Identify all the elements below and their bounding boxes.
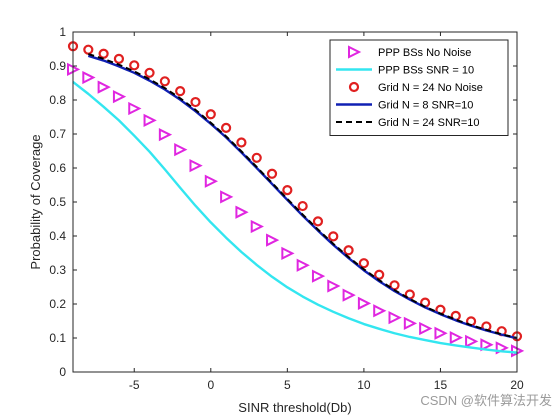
data-point bbox=[373, 304, 387, 318]
data-point bbox=[144, 67, 155, 78]
data-point bbox=[112, 89, 127, 104]
legend-label: PPP BSs SNR = 10 bbox=[378, 65, 474, 77]
y-tick-label: 1 bbox=[59, 25, 66, 39]
legend: PPP BSs No Noise PPP BSs SNR = 10 Grid N =… bbox=[329, 39, 509, 136]
legend-swatch bbox=[348, 45, 362, 59]
data-point bbox=[281, 246, 295, 260]
data-point bbox=[113, 53, 125, 64]
data-point bbox=[388, 310, 402, 325]
data-point bbox=[311, 269, 326, 283]
data-point bbox=[327, 279, 341, 293]
data-point bbox=[220, 190, 234, 204]
y-tick-label: 0 bbox=[59, 365, 66, 379]
x-tick-label: -5 bbox=[129, 378, 140, 392]
legend-swatch bbox=[348, 81, 360, 93]
series-2 bbox=[72, 81, 518, 354]
data-point bbox=[358, 258, 369, 269]
legend-label: Grid N = 24 SNR=10 bbox=[378, 117, 480, 129]
x-tick-label: 15 bbox=[434, 378, 448, 392]
data-point bbox=[83, 44, 94, 55]
data-point bbox=[403, 316, 418, 330]
data-point bbox=[97, 80, 111, 94]
x-tick-label: 10 bbox=[357, 378, 371, 392]
series-5 bbox=[88, 53, 518, 339]
data-point bbox=[449, 331, 463, 345]
data-point bbox=[158, 128, 173, 142]
y-tick-label: 0.9 bbox=[49, 59, 66, 73]
x-tick-label: 5 bbox=[284, 378, 291, 392]
data-point bbox=[235, 205, 249, 219]
data-point bbox=[357, 296, 372, 310]
y-tick-label: 0.4 bbox=[49, 229, 66, 243]
data-point bbox=[143, 113, 157, 128]
y-tick-label: 0.2 bbox=[49, 297, 66, 311]
series-layer bbox=[67, 41, 525, 358]
data-point bbox=[266, 168, 278, 179]
data-point bbox=[189, 159, 203, 173]
x-axis-label: SINR threshold(Db) bbox=[238, 400, 351, 415]
y-tick-label: 0.1 bbox=[49, 331, 66, 345]
legend-label: Grid N = 24 No Noise bbox=[378, 82, 483, 94]
data-point bbox=[174, 143, 188, 157]
data-point bbox=[175, 86, 186, 97]
series-line bbox=[88, 53, 518, 339]
data-point bbox=[465, 334, 479, 349]
x-tick-label: 20 bbox=[510, 378, 524, 392]
data-point bbox=[221, 122, 232, 133]
data-point bbox=[342, 288, 356, 302]
data-point bbox=[205, 109, 216, 120]
watermark-text: CSDN @软件算法开发 bbox=[420, 393, 552, 408]
data-point bbox=[374, 269, 385, 280]
data-point bbox=[266, 233, 280, 247]
series-line bbox=[72, 81, 518, 354]
data-point bbox=[82, 70, 96, 85]
y-tick-label: 0.3 bbox=[49, 263, 66, 277]
series-1 bbox=[67, 62, 525, 358]
data-point bbox=[129, 60, 140, 71]
data-point bbox=[251, 152, 262, 163]
y-tick-label: 0.7 bbox=[49, 127, 66, 141]
y-tick-label: 0.6 bbox=[49, 161, 66, 175]
legend-entry: PPP BSs No Noise bbox=[348, 45, 471, 59]
ticks-layer: -5 0 5 10 15 20 0 0.1 0.2 0.3 0.4 0.5 0.6 0.7 0.8 0.9 1 bbox=[49, 25, 524, 392]
data-point bbox=[343, 245, 354, 256]
legend-box bbox=[329, 39, 509, 136]
data-point bbox=[312, 216, 324, 227]
data-point bbox=[190, 96, 201, 108]
legend-label: Grid N = 8 SNR=10 bbox=[378, 100, 473, 112]
legend-entry: PPP BSs SNR = 10 bbox=[336, 65, 474, 77]
data-point bbox=[328, 231, 339, 242]
data-point bbox=[250, 219, 264, 234]
legend-entry: Grid N = 24 No Noise bbox=[348, 81, 483, 94]
data-point bbox=[159, 76, 170, 87]
data-point bbox=[419, 321, 433, 336]
data-point bbox=[128, 101, 142, 116]
legend-label: PPP BSs No Noise bbox=[378, 47, 471, 59]
y-tick-label: 0.8 bbox=[49, 93, 66, 107]
data-point bbox=[480, 338, 494, 352]
data-point bbox=[282, 185, 293, 196]
data-point bbox=[204, 174, 219, 188]
data-point bbox=[296, 258, 310, 272]
y-axis-label: Probability of Coverage bbox=[28, 134, 43, 269]
data-point bbox=[297, 200, 308, 212]
x-tick-label: 0 bbox=[207, 378, 214, 392]
legend-entry: Grid N = 24 SNR=10 bbox=[336, 117, 480, 129]
data-point bbox=[98, 48, 109, 59]
data-point bbox=[236, 137, 247, 148]
y-tick-label: 0.5 bbox=[49, 195, 66, 209]
legend-entry: Grid N = 8 SNR=10 bbox=[336, 100, 473, 112]
data-point bbox=[434, 326, 448, 340]
